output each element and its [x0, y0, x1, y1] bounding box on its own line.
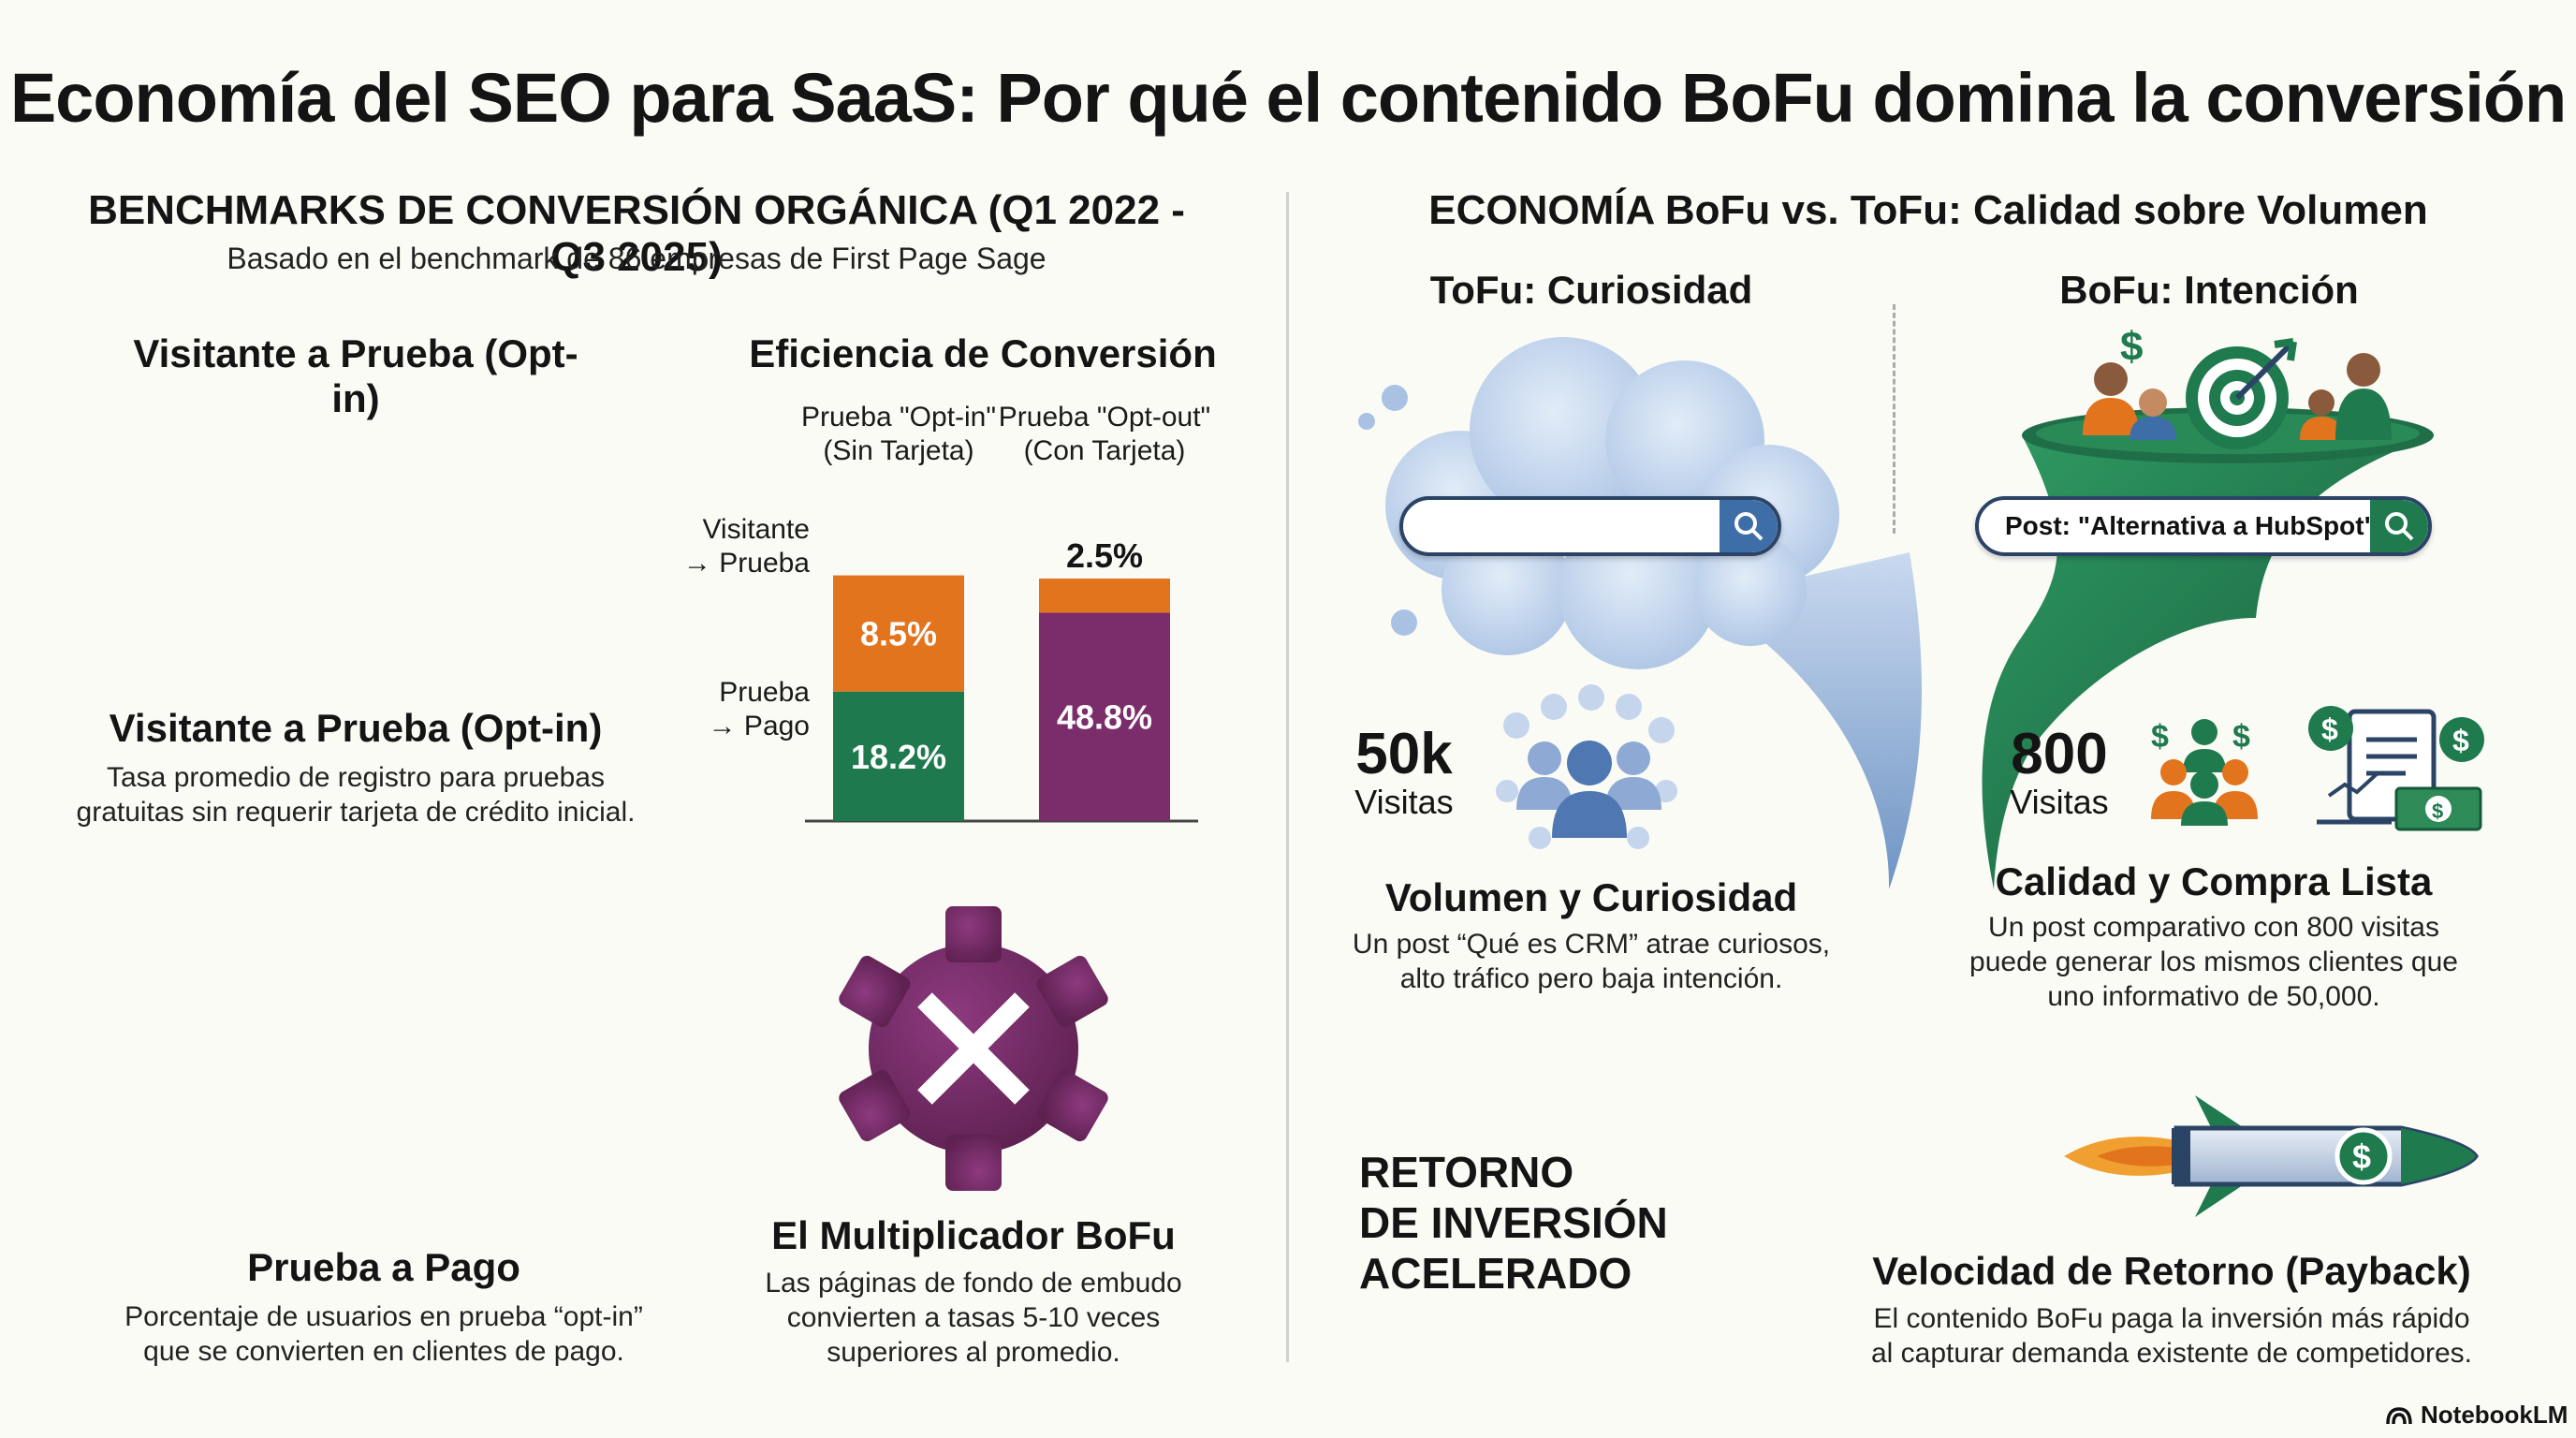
- block2-title: Prueba a Pago: [247, 1245, 520, 1289]
- row-label-visitor-line2: → Prueba: [682, 548, 810, 579]
- search-icon: [1734, 512, 1764, 541]
- bofu-visits-number: 800: [2011, 722, 2108, 786]
- block2-text-line1: Porcentaje de usuarios en prueba “opt-in…: [124, 1301, 643, 1332]
- multiplier-title: El Multiplicador BoFu: [771, 1213, 1176, 1257]
- payback-text: El contenido BoFu paga la inversión más …: [1835, 1301, 2509, 1371]
- bofu-search-bar[interactable]: Post: "Alternativa a HubSpot": [1975, 496, 2432, 556]
- multiplier-text: Las páginas de fondo de embudo convierte…: [702, 1266, 1245, 1370]
- svg-text:$: $: [2432, 800, 2443, 823]
- bofu-block-text-line1: Un post comparativo con 800 visitas: [1988, 912, 2439, 943]
- conversion-bar-chart: 18.2% 8.5% 48.8% 2.5%: [805, 536, 1198, 823]
- tofu-block-text-line2: alto tráfico pero baja intención.: [1399, 963, 1783, 994]
- svg-text:$: $: [2321, 712, 2338, 746]
- bofu-visits-label: Visitas: [2010, 783, 2109, 821]
- people-icon: [2083, 353, 2392, 440]
- tofu-search-button[interactable]: [1720, 500, 1778, 552]
- row-label-visitor: Visitante → Prueba: [655, 513, 810, 580]
- bar-label-visitor-trial-1: 2.5%: [1066, 536, 1143, 575]
- roi-title-line3: ACELERADO: [1359, 1249, 1632, 1298]
- col-label-optin: Prueba "Opt-in" (Sin Tarjeta): [791, 401, 1006, 468]
- tofu-visits-number: 50k: [1355, 722, 1453, 786]
- section-divider: [1286, 192, 1289, 1362]
- col-label-optout-line1: Prueba "Opt-out": [998, 402, 1211, 433]
- search-icon: [2385, 512, 2414, 541]
- bar-visitor-trial-0: [833, 575, 964, 692]
- roi-title: RETORNO DE INVERSIÓN ACELERADO: [1359, 1147, 1668, 1299]
- payback-title: Velocidad de Retorno (Payback): [1872, 1249, 2471, 1293]
- col-label-optin-line2: (Sin Tarjeta): [823, 435, 974, 466]
- bar-label-trial-pay-1: 48.8%: [1057, 698, 1152, 737]
- tofu-block-text: Un post “Qué es CRM” atrae curiosos, alt…: [1329, 927, 1853, 996]
- bofu-block-text-line2: puede generar los mismos clientes que: [1969, 946, 2458, 977]
- bofu-search-query: Post: "Alternativa a HubSpot": [2005, 511, 2377, 540]
- tofu-search-bar[interactable]: [1399, 496, 1781, 556]
- row-label-pay-line2: → Pago: [708, 711, 810, 741]
- tofu-visits-label: Visitas: [1354, 783, 1454, 821]
- invoice-icon: $ $ $: [2308, 706, 2484, 831]
- roi-title-line2: DE INVERSIÓN: [1359, 1198, 1668, 1247]
- row-label-visitor-line1: Visitante: [702, 514, 810, 545]
- notebooklm-icon: [2386, 1406, 2412, 1424]
- dollar-icon: $: [2120, 324, 2143, 370]
- row-label-pay: Prueba → Pago: [655, 676, 810, 743]
- bar-label-visitor-trial-0: 8.5%: [860, 615, 937, 653]
- svg-text:$: $: [2232, 719, 2250, 755]
- bar-label-trial-pay-0: 18.2%: [851, 738, 946, 776]
- right-section-title: ECONOMÍA BoFu vs. ToFu: Calidad sobre Vo…: [1428, 187, 2428, 233]
- payback-text-line1: El contenido BoFu paga la inversión más …: [1873, 1303, 2470, 1334]
- left-section-title: BENCHMARKS DE CONVERSIÓN ORGÁNICA (Q1 20…: [88, 187, 1185, 280]
- col-label-optout-line2: (Con Tarjeta): [1023, 435, 1186, 466]
- notebooklm-brand: NotebookLM: [2421, 1401, 2569, 1429]
- bofu-heading: BoFu: Intención: [2059, 268, 2359, 312]
- target-icon: [2186, 338, 2297, 449]
- notebooklm-logo: NotebookLM: [2385, 1401, 2568, 1430]
- buyers-icon: $ $: [2151, 719, 2258, 826]
- left-section-subtitle: Basado en el benchmark de 86 empresas de…: [227, 242, 1046, 275]
- bar-trial-pay-0: [833, 691, 964, 821]
- tofu-block-text-line1: Un post “Qué es CRM” atrae curiosos,: [1352, 929, 1831, 960]
- block1-text-line1: Tasa promedio de registro para pruebas: [107, 762, 605, 793]
- col-label-optout: Prueba "Opt-out" (Con Tarjeta): [992, 401, 1217, 468]
- svg-text:$: $: [2151, 719, 2169, 755]
- multiplier-text-line2: convierten a tasas 5-10 veces: [786, 1302, 1161, 1333]
- block1-text: Tasa promedio de registro para pruebas g…: [56, 760, 655, 829]
- tofu-bofu-divider: [1893, 304, 1895, 534]
- bofu-search-button[interactable]: [2370, 500, 2428, 552]
- payback-text-line2: al capturar demanda existente de competi…: [1870, 1338, 2473, 1369]
- bofu-block-text-line3: uno informativo de 50,000.: [2047, 981, 2380, 1012]
- efficiency-heading: Eficiencia de Conversión: [749, 331, 1217, 375]
- bofu-block-title: Calidad y Compra Lista: [1995, 859, 2433, 903]
- row-label-pay-line1: Prueba: [719, 677, 810, 708]
- svg-text:$: $: [2352, 1137, 2371, 1176]
- roi-title-line1: RETORNO: [1359, 1148, 1574, 1196]
- page-title: Economía del SEO para SaaS: Por qué el c…: [9, 59, 2567, 137]
- block2-text-line2: que se convierten en clientes de pago.: [143, 1336, 624, 1367]
- bar-visitor-trial-1: [1039, 578, 1170, 613]
- svg-text:$: $: [2452, 724, 2469, 757]
- block2-text: Porcentaje de usuarios en prueba “opt-in…: [84, 1299, 683, 1369]
- gear-x-icon: [839, 906, 1108, 1191]
- multiplier-text-line1: Las páginas de fondo de embudo: [765, 1268, 1182, 1299]
- block1-text-line2: gratuitas sin requerir tarjeta de crédit…: [76, 797, 636, 828]
- block1-title: Visitante a Prueba (Opt-in): [109, 706, 603, 750]
- bar-trial-pay-1: [1039, 612, 1170, 821]
- tofu-heading: ToFu: Curiosidad: [1429, 268, 1753, 312]
- col-label-optin-line1: Prueba "Opt-in": [800, 402, 997, 433]
- rocket-icon: $: [2064, 1095, 2480, 1217]
- crowd-icon: [1496, 684, 1677, 849]
- multiplier-text-line3: superiores al promedio.: [827, 1337, 1120, 1368]
- visitor-trial-heading: Visitante a Prueba (Opt-in): [133, 331, 578, 420]
- bofu-block-text: Un post comparativo con 800 visitas pued…: [1947, 910, 2481, 1014]
- tofu-block-title: Volumen y Curiosidad: [1384, 875, 1798, 919]
